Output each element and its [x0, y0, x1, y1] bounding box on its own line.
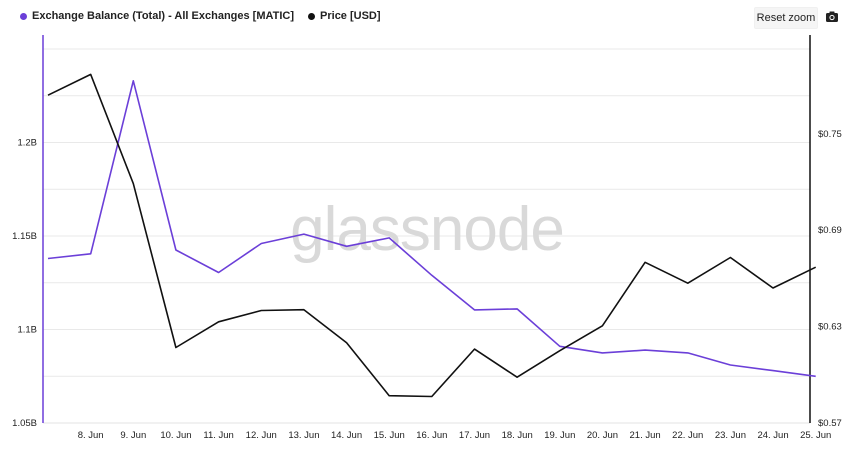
legend-dot-exchange-balance	[20, 12, 27, 20]
x-axis-tick-label: 18. Jun	[502, 430, 533, 441]
x-axis-tick-label: 20. Jun	[587, 430, 618, 441]
left-axis-tick-label: 1.2B	[17, 138, 37, 149]
series-lines	[47, 73, 817, 398]
x-axis-tick-label: 14. Jun	[331, 430, 362, 441]
legend-dot-price	[308, 12, 316, 20]
legend-item-exchange-balance[interactable]: Exchange Balance (Total) - All Exchanges…	[20, 10, 294, 22]
right-axis-tick-label: $0.63	[818, 322, 842, 333]
camera-icon[interactable]	[825, 10, 839, 24]
x-axis-tick-label: 22. Jun	[672, 430, 703, 441]
watermark-logo: glassnode	[290, 195, 564, 264]
x-axis-tick-label: 25. Jun	[800, 430, 831, 441]
x-axis-tick-label: 11. Jun	[203, 430, 233, 441]
legend-item-price[interactable]: Price [USD]	[308, 10, 381, 22]
x-axis-tick-label: 19. Jun	[544, 430, 575, 441]
axes	[42, 35, 811, 423]
x-axis-tick-label: 8. Jun	[78, 430, 104, 441]
x-axis-tick-label: 16. Jun	[416, 430, 447, 441]
left-axis-tick-label: 1.15B	[12, 231, 37, 242]
reset-zoom-button[interactable]: Reset zoom	[754, 7, 818, 29]
tick-labels: 1.05B 1.1B 1.15B 1.2B $0.57 $0.63 $0.69 $0.75 8.…	[12, 129, 842, 441]
right-axis-tick-label: $0.75	[818, 129, 842, 140]
exchange-balance-line	[47, 80, 816, 378]
x-axis-tick-label: 17. Jun	[459, 430, 490, 441]
x-axis-tick-label: 24. Jun	[757, 430, 788, 441]
x-axis-tick-label: 10. Jun	[160, 430, 191, 441]
price-line	[47, 73, 817, 398]
x-axis-tick-label: 12. Jun	[246, 430, 277, 441]
left-axis-tick-label: 1.1B	[17, 325, 37, 336]
x-axis-tick-label: 15. Jun	[374, 430, 405, 441]
right-axis-tick-label: $0.57	[818, 418, 842, 429]
legend-label-exchange-balance: Exchange Balance (Total) - All Exchanges…	[32, 10, 295, 22]
x-axis-tick-label: 13. Jun	[288, 430, 319, 441]
x-axis-tick-label: 21. Jun	[630, 430, 661, 441]
x-axis-tick-label: 9. Jun	[120, 430, 146, 441]
x-axis-tick-label: 23. Jun	[715, 430, 746, 441]
legend-label-price: Price [USD]	[320, 10, 381, 22]
left-axis-tick-label: 1.05B	[12, 418, 37, 429]
chart-legend: Exchange Balance (Total) - All Exchanges…	[20, 10, 381, 22]
right-axis-tick-label: $0.69	[818, 225, 842, 236]
